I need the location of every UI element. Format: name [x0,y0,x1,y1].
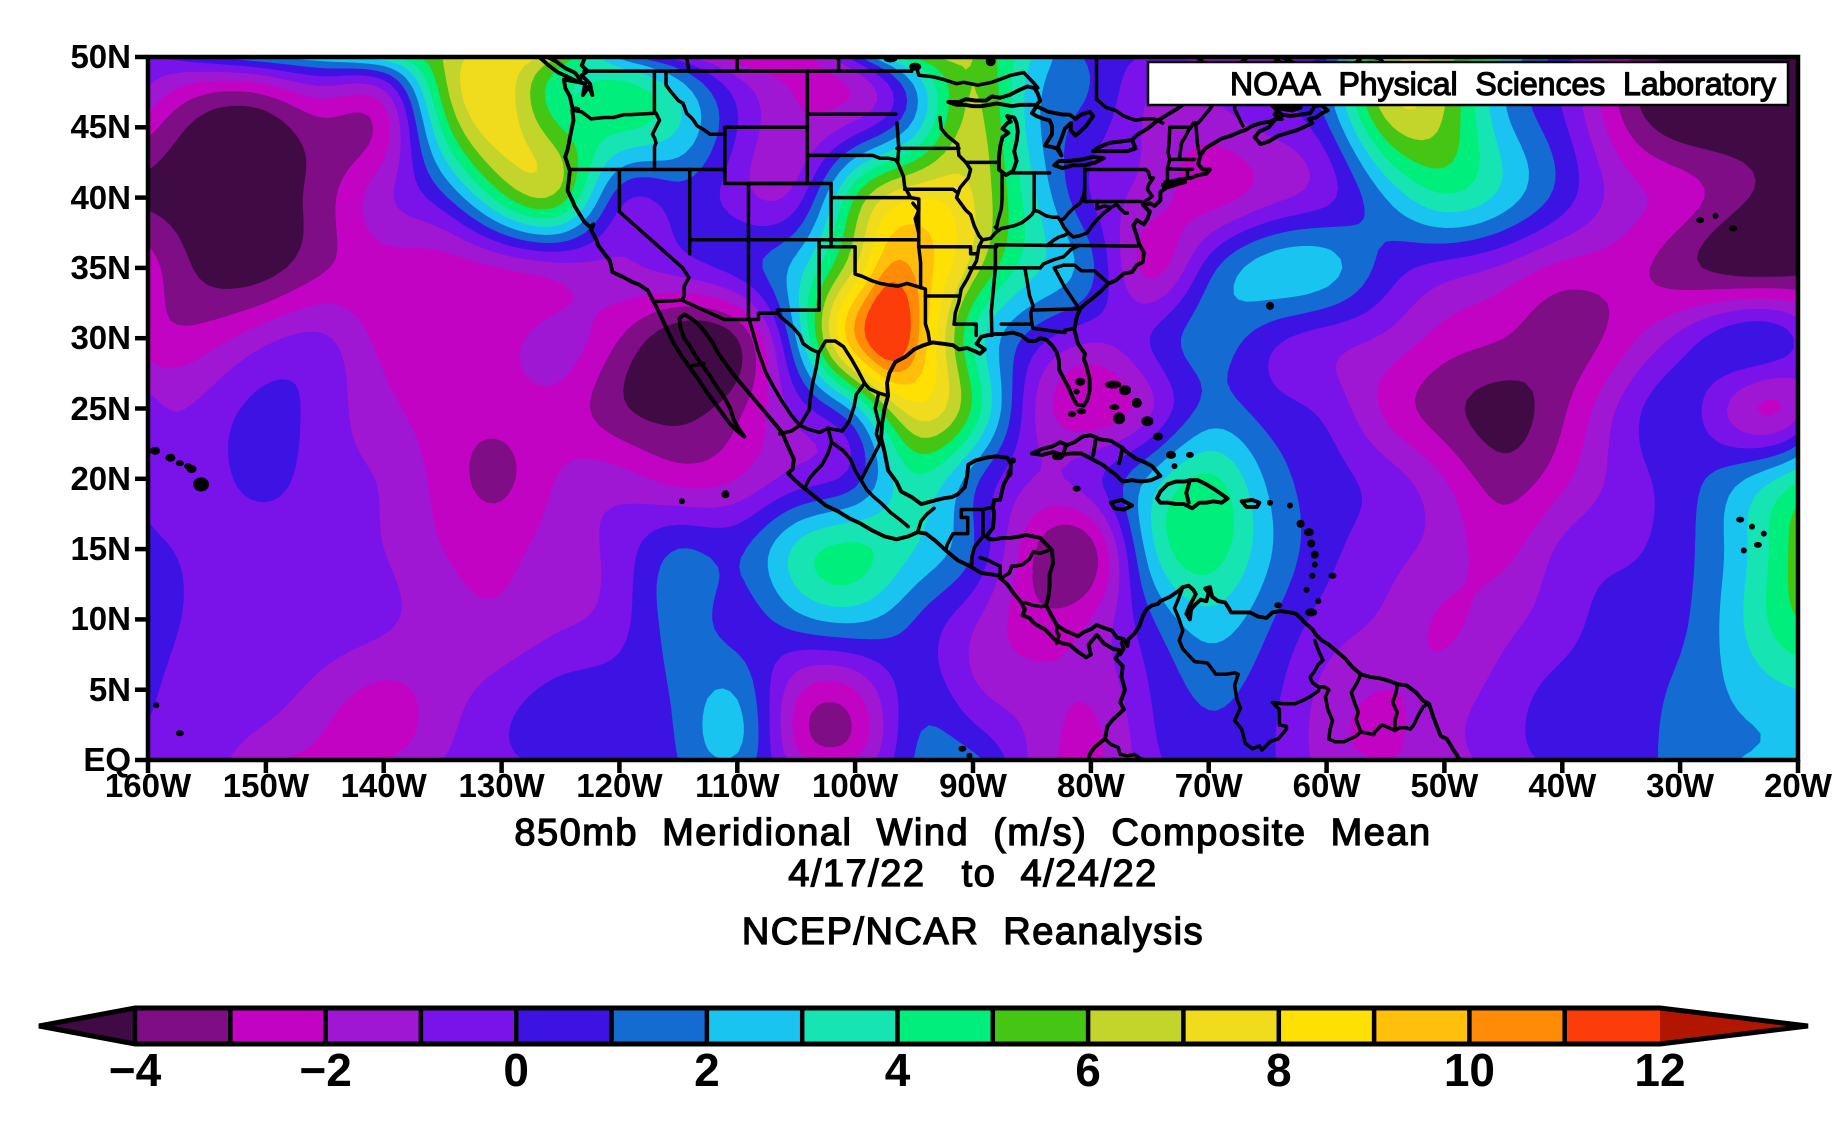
svg-text:−2: −2 [299,1044,351,1096]
svg-text:15N: 15N [70,530,131,567]
svg-text:90W: 90W [939,767,1008,804]
svg-text:−4: −4 [109,1044,162,1096]
svg-text:70W: 70W [1175,767,1244,804]
svg-text:4/17/22 to 4/24/22: 4/17/22 to 4/24/22 [788,853,1158,895]
svg-text:150W: 150W [223,767,310,804]
svg-text:2: 2 [694,1044,720,1096]
svg-text:0: 0 [503,1044,529,1096]
svg-text:8: 8 [1266,1044,1292,1096]
svg-text:6: 6 [1075,1044,1101,1096]
svg-text:40N: 40N [70,179,131,216]
svg-text:130W: 130W [458,767,545,804]
svg-text:20W: 20W [1764,767,1833,804]
svg-text:35N: 35N [70,249,131,286]
svg-text:140W: 140W [341,767,428,804]
svg-text:40W: 40W [1528,767,1597,804]
svg-text:NOAA Physical Sciences Labo: NOAA Physical Sciences Laboratory [1230,66,1776,102]
svg-text:5N: 5N [89,671,131,708]
svg-text:110W: 110W [695,767,780,804]
svg-text:120W: 120W [576,767,663,804]
svg-text:60W: 60W [1293,767,1362,804]
svg-text:10: 10 [1444,1044,1495,1096]
svg-text:45N: 45N [70,108,131,145]
svg-text:30N: 30N [70,319,131,356]
svg-text:25N: 25N [70,390,131,427]
svg-text:10N: 10N [70,600,131,637]
svg-text:20N: 20N [70,460,131,497]
svg-text:100W: 100W [812,767,899,804]
svg-text:12: 12 [1634,1044,1685,1096]
svg-text:850mb Meridional Wind (m/s): 850mb Meridional Wind (m/s) Composite Me… [514,812,1431,854]
svg-text:50N: 50N [70,38,131,75]
svg-text:160W: 160W [105,767,192,804]
svg-text:NCEP/NCAR Reanalysis: NCEP/NCAR Reanalysis [742,911,1204,953]
svg-text:4: 4 [885,1044,911,1096]
svg-text:50W: 50W [1410,767,1479,804]
svg-text:EQ: EQ [83,741,131,778]
svg-text:30W: 30W [1646,767,1715,804]
svg-text:80W: 80W [1057,767,1126,804]
